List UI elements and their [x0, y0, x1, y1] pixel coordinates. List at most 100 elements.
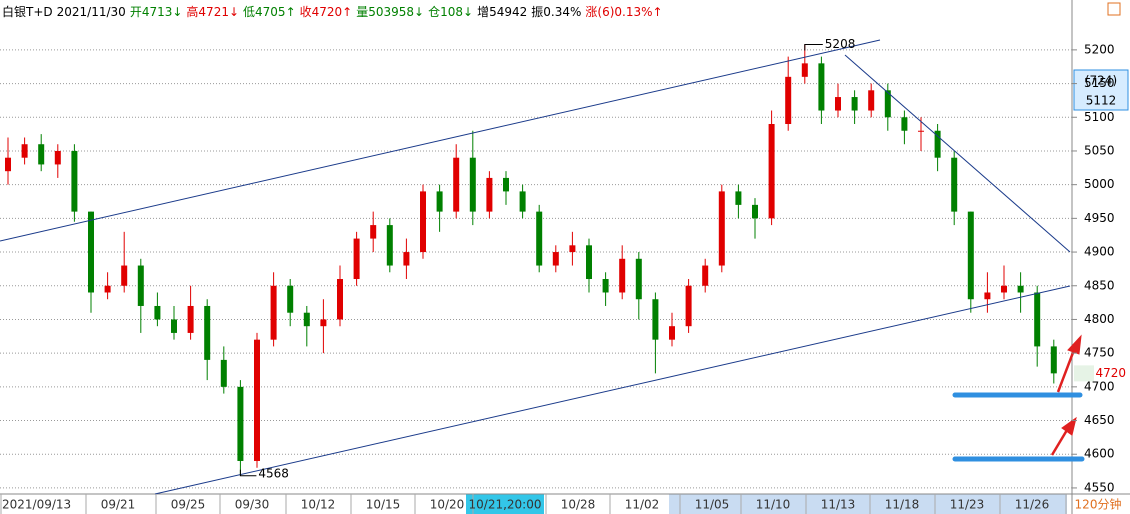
candle-body: [685, 285, 692, 327]
candle-body: [187, 305, 194, 333]
y-tick-label: 4550: [1084, 480, 1115, 494]
x-tick-label: 120分钟: [1075, 497, 1122, 512]
candle-body: [436, 191, 443, 212]
x-tick-label: 11/10: [756, 498, 791, 512]
y-tick-label: 4750: [1084, 346, 1115, 360]
x-tick-label: 10/15: [366, 498, 401, 512]
x-tick-label: 09/25: [171, 498, 206, 512]
header-item: 仓108↓: [428, 5, 473, 19]
header-item: 涨(6)0.13%↑: [585, 4, 662, 19]
candle-body: [1034, 292, 1041, 347]
candle-body: [718, 191, 725, 266]
candle-body: [536, 211, 543, 266]
candle-body: [569, 245, 576, 253]
candle-body: [38, 144, 45, 165]
candle-body: [868, 90, 875, 111]
x-tick-label: 11/18: [885, 498, 920, 512]
candles: [5, 44, 1057, 476]
y-tick-label: 4950: [1084, 211, 1115, 225]
y-tick-label: 5100: [1084, 110, 1115, 124]
candle-body: [652, 299, 659, 340]
candle-body: [204, 305, 211, 360]
time-band: [669, 494, 1067, 514]
candle-body: [1001, 285, 1007, 293]
candle-body: [1050, 346, 1057, 374]
candle-body: [171, 319, 177, 333]
candle-body: [752, 204, 758, 219]
candle-body: [303, 312, 310, 327]
max-label: 5208: [825, 37, 856, 51]
candle-body: [801, 63, 808, 77]
candle-body: [121, 265, 128, 286]
candle-body: [5, 157, 11, 172]
candle-body: [1017, 285, 1024, 293]
arrows: [1050, 334, 1082, 456]
candle-body: [586, 245, 592, 280]
max-leader: [804, 43, 823, 51]
candle-body: [835, 97, 841, 111]
candle-body: [785, 76, 792, 125]
candle-body: [818, 63, 825, 111]
candle-body: [453, 157, 460, 212]
candle-body: [287, 285, 294, 313]
x-tick-label: 10/12: [301, 498, 336, 512]
x-tick-label: 10/20: [430, 498, 465, 512]
candle-body: [967, 211, 974, 300]
y-tick-label: 4700: [1084, 379, 1115, 393]
candle-body: [635, 258, 642, 300]
x-tick-label: 09/21: [101, 498, 136, 512]
y-tick-label: 5150: [1084, 76, 1115, 90]
candle-body: [270, 285, 277, 340]
x-tick-label: 11/23: [950, 498, 985, 512]
candle-body: [951, 157, 958, 212]
candle-body: [220, 359, 227, 387]
y-tick-label: 5050: [1084, 143, 1115, 157]
cursor-price: 5112: [1086, 94, 1117, 108]
candle-body: [370, 225, 377, 239]
candle-body: [768, 124, 775, 219]
header-item: 2021/11/30: [57, 5, 126, 19]
y-tick-label: 4600: [1084, 447, 1115, 461]
cursor-time-box: [466, 494, 544, 514]
last-price: 4720: [1095, 366, 1126, 380]
y-tick-label: 5000: [1084, 177, 1115, 191]
candle-body: [353, 238, 360, 280]
candle-body: [602, 279, 609, 293]
candle-body: [54, 150, 61, 165]
candle-body: [851, 97, 858, 111]
header-item: 量503958↓: [356, 5, 424, 19]
last-price-box: [1074, 365, 1094, 382]
cursor-box: [1073, 69, 1129, 111]
candle-body: [386, 225, 393, 266]
header-item: 白银T+D: [2, 4, 53, 19]
candle-body: [702, 265, 709, 286]
x-tick-label: 09/30: [235, 498, 270, 512]
candle-body: [337, 279, 343, 320]
candle-body: [884, 90, 891, 118]
candle-body: [901, 117, 908, 131]
candle-body: [104, 285, 111, 293]
candle-body: [320, 319, 327, 327]
header: 白银T+D 2021/11/30 开4713↓ 高4721↓ 低4705↑ 收4720↑ 量…: [2, 4, 663, 19]
x-tick-label: 10/21,20:00: [469, 498, 542, 512]
cursor-index: (724): [1085, 74, 1117, 88]
min-leader: [239, 469, 257, 477]
candle-body: [403, 252, 410, 266]
candle-body: [137, 265, 144, 306]
candle-body: [154, 305, 161, 320]
y-tick-label: 4850: [1084, 278, 1115, 292]
candle-body: [918, 130, 924, 132]
candle-body: [984, 292, 991, 300]
x-tick-label: 11/02: [625, 498, 660, 512]
header-item: 低4705↑: [243, 5, 296, 19]
y-tick-label: 4900: [1084, 245, 1115, 259]
candle-body: [469, 157, 476, 212]
y-tick-label: 5200: [1084, 42, 1115, 56]
menu-icon[interactable]: [1107, 2, 1121, 16]
down-trend: [844, 54, 1071, 253]
candle-body: [669, 326, 675, 340]
header-item: 增54942: [477, 5, 527, 19]
